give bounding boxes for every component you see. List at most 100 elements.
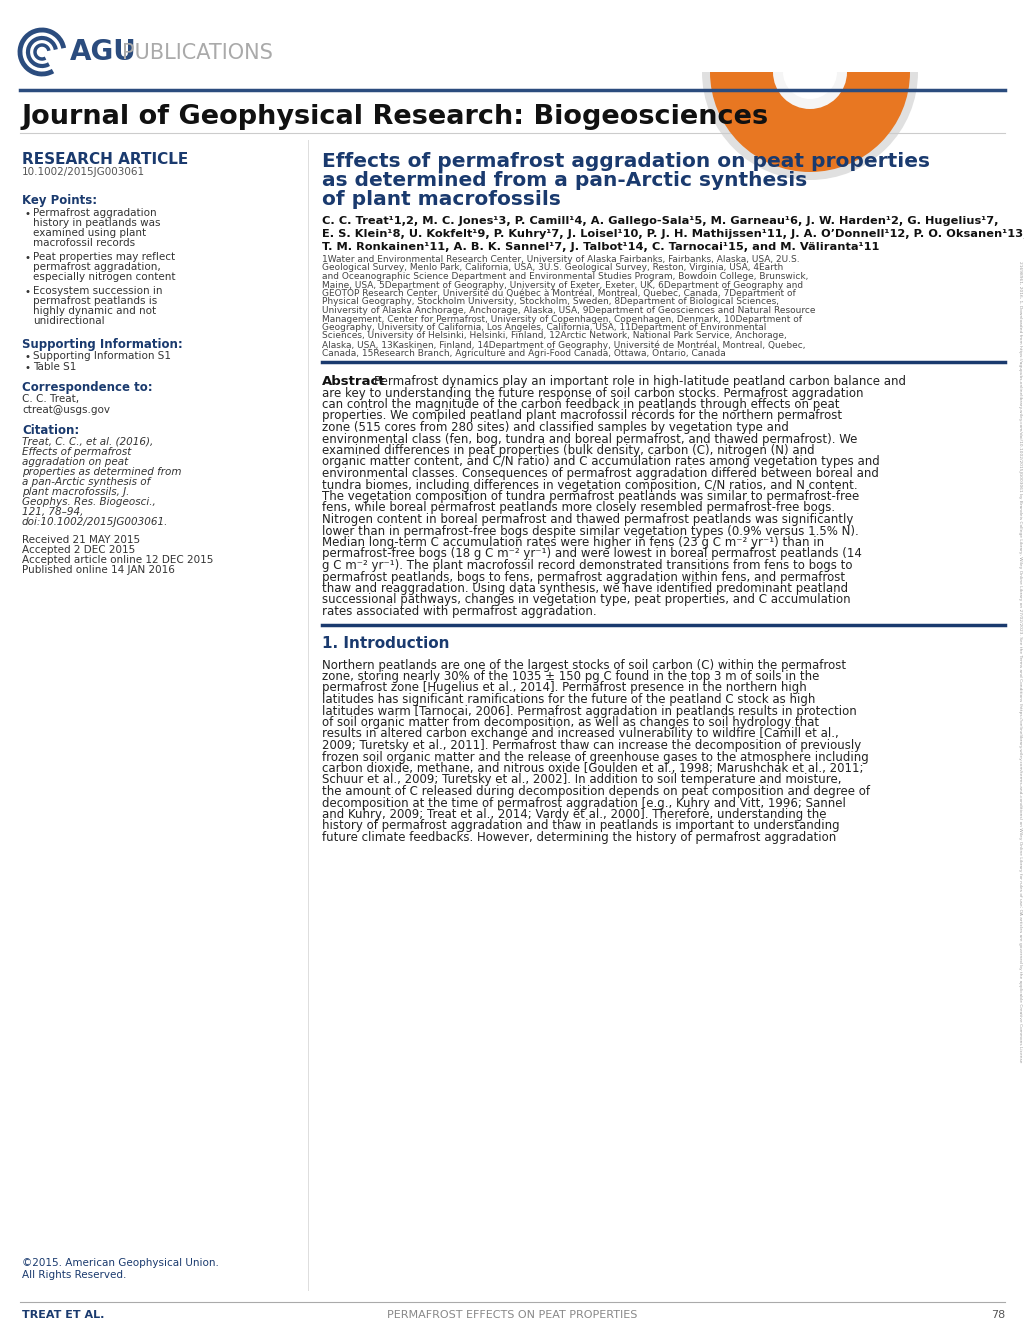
Text: Alaska, USA, 13Kaskinen, Finland, 14Department of Geography, Université de Montr: Alaska, USA, 13Kaskinen, Finland, 14Depa… bbox=[322, 340, 806, 350]
Text: Treat, C. C., et al. (2016),: Treat, C. C., et al. (2016), bbox=[22, 437, 154, 448]
Text: The vegetation composition of tundra permafrost peatlands was similar to permafr: The vegetation composition of tundra per… bbox=[322, 490, 859, 503]
Text: carbon dioxide, methane, and nitrous oxide [Goulden et al., 1998; Marushchak et : carbon dioxide, methane, and nitrous oxi… bbox=[322, 763, 863, 775]
Text: •: • bbox=[25, 209, 31, 218]
Text: rates associated with permafrost aggradation.: rates associated with permafrost aggrada… bbox=[322, 605, 597, 618]
Text: Management, Center for Permafrost, University of Copenhagen, Copenhagen, Denmark: Management, Center for Permafrost, Unive… bbox=[322, 315, 802, 323]
Wedge shape bbox=[773, 71, 847, 109]
Text: latitudes has significant ramifications for the future of the peatland C stock a: latitudes has significant ramifications … bbox=[322, 692, 815, 706]
Text: doi:10.1002/2015JG003061.: doi:10.1002/2015JG003061. bbox=[22, 516, 168, 527]
Text: Canada, 15Research Branch, Agriculture and Agri-Food Canada, Ottawa, Ontario, Ca: Canada, 15Research Branch, Agriculture a… bbox=[322, 348, 726, 357]
Text: can control the magnitude of the carbon feedback in peatlands through effects on: can control the magnitude of the carbon … bbox=[322, 399, 840, 410]
Text: and Oceanographic Science Department and Environmental Studies Program, Bowdoin : and Oceanographic Science Department and… bbox=[322, 271, 808, 281]
Text: 1Water and Environmental Research Center, University of Alaska Fairbanks, Fairba: 1Water and Environmental Research Center… bbox=[322, 256, 800, 263]
Text: Table S1: Table S1 bbox=[33, 361, 77, 372]
Text: unidirectional: unidirectional bbox=[33, 316, 104, 326]
Text: University of Alaska Anchorage, Anchorage, Alaska, USA, 9Department of Geoscienc: University of Alaska Anchorage, Anchorag… bbox=[322, 306, 815, 315]
Text: Median long-term C accumulation rates were higher in fens (23 g C m⁻² yr⁻¹) than: Median long-term C accumulation rates we… bbox=[322, 536, 824, 549]
Text: Published online 14 JAN 2016: Published online 14 JAN 2016 bbox=[22, 565, 175, 575]
Text: Ecosystem succession in: Ecosystem succession in bbox=[33, 286, 163, 297]
Text: 1. Introduction: 1. Introduction bbox=[322, 637, 450, 651]
Text: Correspondence to:: Correspondence to: bbox=[22, 381, 153, 395]
Text: results in altered carbon exchange and increased vulnerability to wildfire [Cami: results in altered carbon exchange and i… bbox=[322, 727, 839, 740]
Text: ctreat@usgs.gov: ctreat@usgs.gov bbox=[22, 405, 110, 414]
Text: macrofossil records: macrofossil records bbox=[33, 238, 135, 248]
Text: permafrost-free bogs (18 g C m⁻² yr⁻¹) and were lowest in boreal permafrost peat: permafrost-free bogs (18 g C m⁻² yr⁻¹) a… bbox=[322, 548, 862, 560]
Text: C. C. Treat,: C. C. Treat, bbox=[22, 395, 79, 404]
Text: 121, 78–94,: 121, 78–94, bbox=[22, 507, 83, 516]
Text: •: • bbox=[25, 253, 31, 263]
Text: zone, storing nearly 30% of the 1035 ± 150 pg C found in the top 3 m of soils in: zone, storing nearly 30% of the 1035 ± 1… bbox=[322, 670, 819, 683]
Text: Northern peatlands are one of the largest stocks of soil carbon (C) within the p: Northern peatlands are one of the larges… bbox=[322, 658, 846, 671]
Text: 2009; Turetsky et al., 2011]. Permafrost thaw can increase the decomposition of : 2009; Turetsky et al., 2011]. Permafrost… bbox=[322, 739, 861, 752]
Text: properties. We compiled peatland plant macrofossil records for the northern perm: properties. We compiled peatland plant m… bbox=[322, 409, 842, 422]
Text: PERMAFROST EFFECTS ON PEAT PROPERTIES: PERMAFROST EFFECTS ON PEAT PROPERTIES bbox=[387, 1309, 637, 1320]
Text: Geophys. Res. Biogeosci.,: Geophys. Res. Biogeosci., bbox=[22, 496, 156, 507]
Text: especially nitrogen content: especially nitrogen content bbox=[33, 271, 175, 282]
Text: Effects of permafrost aggradation on peat properties: Effects of permafrost aggradation on pea… bbox=[322, 152, 930, 171]
Text: of soil organic matter from decomposition, as well as changes to soil hydrology : of soil organic matter from decompositio… bbox=[322, 716, 819, 730]
Text: •: • bbox=[25, 352, 31, 361]
Text: Citation:: Citation: bbox=[22, 424, 79, 437]
Text: thaw and reaggradation. Using data synthesis, we have identified predominant pea: thaw and reaggradation. Using data synth… bbox=[322, 583, 848, 594]
Text: plant macrofossils, J.: plant macrofossils, J. bbox=[22, 487, 129, 496]
Text: environmental classes. Consequences of permafrost aggradation differed between b: environmental classes. Consequences of p… bbox=[322, 467, 879, 481]
Text: Effects of permafrost: Effects of permafrost bbox=[22, 448, 131, 457]
Text: Received 21 MAY 2015: Received 21 MAY 2015 bbox=[22, 535, 140, 545]
Text: permafrost zone [Hugelius et al., 2014]. Permafrost presence in the northern hig: permafrost zone [Hugelius et al., 2014].… bbox=[322, 682, 807, 695]
Text: successional pathways, changes in vegetation type, peat properties, and C accumu: successional pathways, changes in vegeta… bbox=[322, 593, 851, 606]
Text: of plant macrofossils: of plant macrofossils bbox=[322, 191, 561, 209]
Text: frozen soil organic matter and the release of greenhouse gases to the atmosphere: frozen soil organic matter and the relea… bbox=[322, 751, 868, 764]
Wedge shape bbox=[702, 71, 918, 180]
Text: lower than in permafrost-free bogs despite similar vegetation types (0.9% versus: lower than in permafrost-free bogs despi… bbox=[322, 524, 859, 538]
Text: Supporting Information:: Supporting Information: bbox=[22, 338, 182, 351]
Text: Geological Survey, Menlo Park, California, USA, 3U.S. Geological Survey, Reston,: Geological Survey, Menlo Park, Californi… bbox=[322, 263, 783, 273]
Text: •: • bbox=[25, 287, 31, 297]
Text: Sciences, University of Helsinki, Helsinki, Finland, 12Arctic Network, National : Sciences, University of Helsinki, Helsin… bbox=[322, 331, 786, 340]
Text: properties as determined from: properties as determined from bbox=[22, 467, 181, 477]
Text: Permafrost dynamics play an important role in high-latitude peatland carbon bala: Permafrost dynamics play an important ro… bbox=[374, 375, 906, 388]
Text: 78: 78 bbox=[991, 1309, 1005, 1320]
Text: and Kuhry, 2009; Treat et al., 2014; Vardy et al., 2000]. Therefore, understandi: and Kuhry, 2009; Treat et al., 2014; Var… bbox=[322, 808, 826, 821]
Text: ©2015. American Geophysical Union.
All Rights Reserved.: ©2015. American Geophysical Union. All R… bbox=[22, 1258, 219, 1279]
Text: C. C. Treat¹1,2, M. C. Jones¹3, P. Camill¹4, A. Gallego-Sala¹5, M. Garneau¹6, J.: C. C. Treat¹1,2, M. C. Jones¹3, P. Camil… bbox=[322, 216, 998, 226]
Text: T. M. Ronkainen¹11, A. B. K. Sannel¹7, J. Talbot¹14, C. Tarnocai¹15, and M. Väli: T. M. Ronkainen¹11, A. B. K. Sannel¹7, J… bbox=[322, 242, 880, 252]
Text: Nitrogen content in boreal permafrost and thawed permafrost peatlands was signif: Nitrogen content in boreal permafrost an… bbox=[322, 512, 853, 526]
Text: are key to understanding the future response of soil carbon stocks. Permafrost a: are key to understanding the future resp… bbox=[322, 387, 863, 400]
Text: permafrost peatlands, bogs to fens, permafrost aggradation within fens, and perm: permafrost peatlands, bogs to fens, perm… bbox=[322, 571, 845, 584]
Text: a pan-Arctic synthesis of: a pan-Arctic synthesis of bbox=[22, 477, 151, 487]
Text: Abstract: Abstract bbox=[322, 375, 386, 388]
Text: aggradation on peat: aggradation on peat bbox=[22, 457, 128, 467]
Text: organic matter content, and C/N ratio) and C accumulation rates among vegetation: organic matter content, and C/N ratio) a… bbox=[322, 455, 880, 469]
Text: AGU: AGU bbox=[70, 38, 137, 66]
Text: RESEARCH ARTICLE: RESEARCH ARTICLE bbox=[22, 152, 188, 167]
Text: decomposition at the time of permafrost aggradation [e.g., Kuhry and Vitt, 1996;: decomposition at the time of permafrost … bbox=[322, 797, 846, 809]
Text: Permafrost aggradation: Permafrost aggradation bbox=[33, 208, 157, 218]
Text: JGR: JGR bbox=[790, 17, 830, 37]
Text: permafrost peatlands is: permafrost peatlands is bbox=[33, 297, 158, 306]
Wedge shape bbox=[728, 71, 892, 154]
Text: fens, while boreal permafrost peatlands more closely resembled permafrost-free b: fens, while boreal permafrost peatlands … bbox=[322, 502, 836, 515]
Text: •: • bbox=[25, 363, 31, 373]
Text: environmental class (fen, bog, tundra and boreal permafrost, and thawed permafro: environmental class (fen, bog, tundra an… bbox=[322, 433, 857, 445]
Text: Schuur et al., 2009; Turetsky et al., 2002]. In addition to soil temperature and: Schuur et al., 2009; Turetsky et al., 20… bbox=[322, 773, 842, 786]
Text: Physical Geography, Stockholm University, Stockholm, Sweden, 8Department of Biol: Physical Geography, Stockholm University… bbox=[322, 298, 779, 306]
Text: E. S. Klein¹8, U. Kokfelt¹9, P. Kuhry¹7, J. Loisel¹10, P. J. H. Mathijssen¹11, J: E. S. Klein¹8, U. Kokfelt¹9, P. Kuhry¹7,… bbox=[322, 229, 1024, 240]
Text: highly dynamic and not: highly dynamic and not bbox=[33, 306, 156, 316]
Text: 10.1002/2015JG003061: 10.1002/2015JG003061 bbox=[22, 167, 145, 177]
Text: permafrost aggradation,: permafrost aggradation, bbox=[33, 262, 161, 271]
Text: examined differences in peat properties (bulk density, carbon (C), nitrogen (N) : examined differences in peat properties … bbox=[322, 444, 815, 457]
Text: Journal of Geophysical Research: Biogeosciences: Journal of Geophysical Research: Biogeos… bbox=[22, 105, 769, 130]
Text: Geography, University of California, Los Angeles, California, USA, 11Department : Geography, University of California, Los… bbox=[322, 323, 766, 332]
Text: Supporting Information S1: Supporting Information S1 bbox=[33, 351, 171, 361]
Text: Accepted 2 DEC 2015: Accepted 2 DEC 2015 bbox=[22, 545, 135, 555]
Wedge shape bbox=[710, 71, 910, 172]
Text: as determined from a pan-Arctic synthesis: as determined from a pan-Arctic synthesi… bbox=[322, 171, 807, 191]
Text: Accepted article online 12 DEC 2015: Accepted article online 12 DEC 2015 bbox=[22, 555, 213, 565]
Text: the amount of C released during decomposition depends on peat composition and de: the amount of C released during decompos… bbox=[322, 785, 870, 798]
Text: Peat properties may reflect: Peat properties may reflect bbox=[33, 252, 175, 262]
Text: GEOTOP Research Center, Université du Québec à Montréal, Montreal, Quebec, Canad: GEOTOP Research Center, Université du Qu… bbox=[322, 289, 796, 298]
Text: PUBLICATIONS: PUBLICATIONS bbox=[122, 42, 272, 64]
Text: 21698961, 2016, 1, Downloaded from https://agupubs.onlinelibrary.wiley.com/doi/1: 21698961, 2016, 1, Downloaded from https… bbox=[1018, 261, 1022, 1063]
Text: latitudes warm [Tarnocai, 2006]. Permafrost aggradation in peatlands results in : latitudes warm [Tarnocai, 2006]. Permafr… bbox=[322, 704, 857, 718]
Text: g C m⁻² yr⁻¹). The plant macrofossil record demonstrated transitions from fens t: g C m⁻² yr⁻¹). The plant macrofossil rec… bbox=[322, 559, 853, 572]
